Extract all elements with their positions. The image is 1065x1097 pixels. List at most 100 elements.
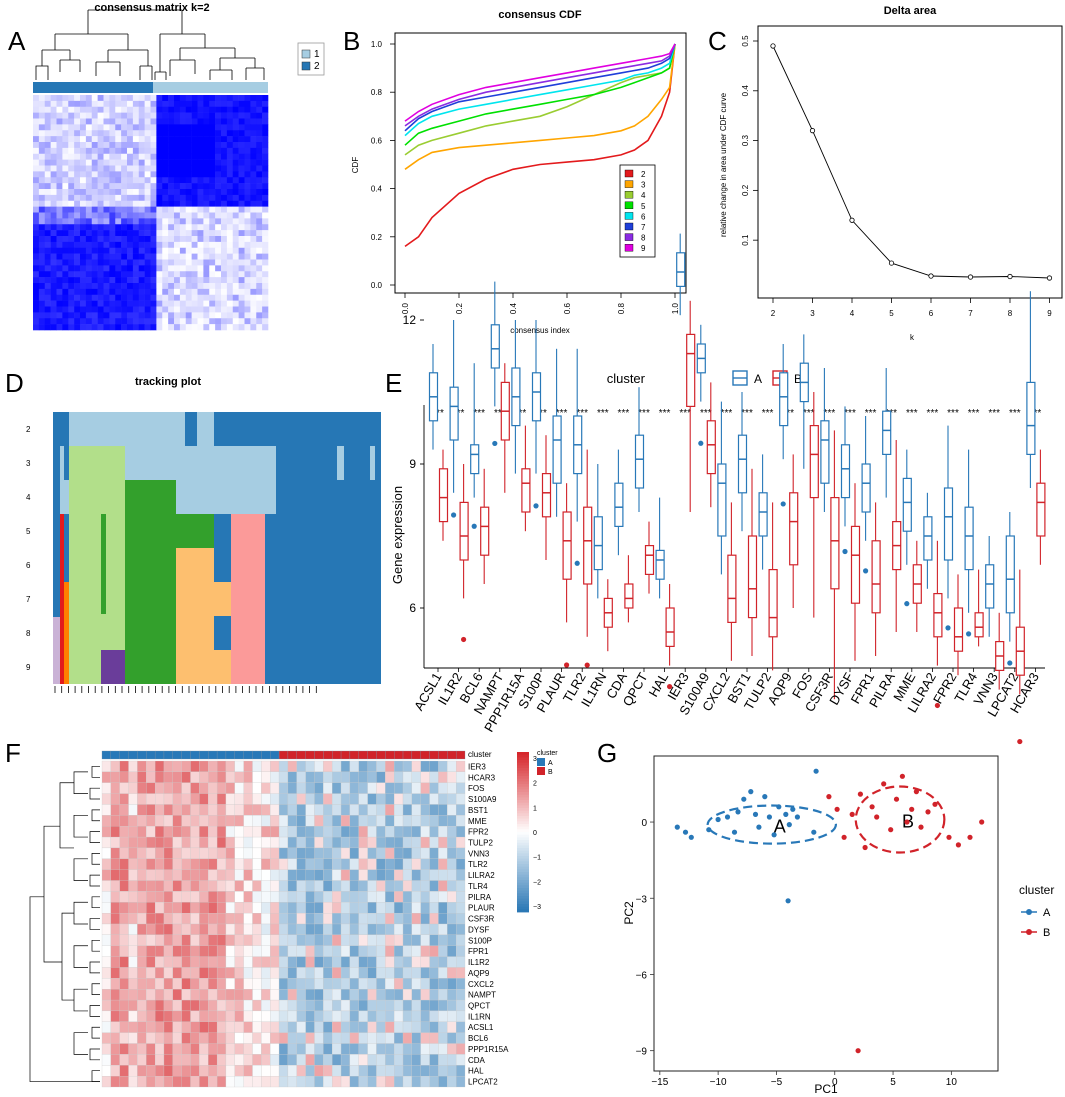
matrix-cell [244, 271, 251, 278]
heatmap-cell [420, 934, 430, 946]
heatmap-cell [172, 934, 182, 946]
heatmap-cell [305, 902, 315, 914]
matrix-cell [62, 312, 69, 319]
heatmap-cell [411, 913, 421, 925]
annotation-cell [199, 750, 209, 760]
matrix-cell [97, 236, 104, 243]
matrix-cell [174, 241, 181, 249]
matrix-cell [203, 300, 210, 307]
matrix-cell [197, 318, 204, 325]
group-bar-2 [33, 82, 153, 93]
matrix-cell [238, 271, 245, 278]
matrix-cell [38, 136, 46, 143]
matrix-cell [232, 294, 239, 301]
matrix-cell [144, 194, 151, 202]
heatmap-cell [172, 1054, 182, 1066]
matrix-cell [150, 200, 157, 207]
matrix-cell [256, 218, 263, 225]
matrix-cell [174, 100, 181, 108]
pca-point-A [766, 814, 773, 820]
heatmap-cell [438, 934, 448, 946]
matrix-cell [191, 159, 198, 166]
box-A [449, 386, 459, 441]
matrix-cell [44, 112, 51, 119]
matrix-cell [91, 306, 98, 313]
heatmap-cell [349, 1076, 359, 1088]
matrix-cell [38, 200, 46, 207]
matrix-cell [232, 106, 239, 113]
color-scale-step [517, 752, 529, 756]
matrix-cell [85, 153, 93, 160]
heatmap-cell [128, 1010, 138, 1022]
matrix-cell [121, 241, 128, 249]
matrix-cell [256, 300, 263, 307]
heatmap-cell [296, 858, 306, 870]
matrix-cell [168, 100, 175, 108]
heatmap-cell [234, 1010, 244, 1022]
heatmap-cell [332, 967, 342, 979]
matrix-cell [150, 153, 157, 160]
heatmap-cell [163, 880, 173, 892]
box-A [470, 444, 480, 475]
heatmap-cell [101, 826, 111, 838]
heatmap-cell [349, 923, 359, 935]
matrix-cell [179, 147, 187, 155]
heatmap-cell [234, 1021, 244, 1033]
matrix-cell [150, 112, 157, 119]
matrix-cell [168, 124, 175, 131]
matrix-cell [250, 106, 257, 113]
matrix-cell [91, 106, 98, 113]
heatmap-cell [376, 760, 386, 772]
heatmap-cell [394, 815, 404, 827]
matrix-cell [33, 312, 40, 319]
heatmap-cell [420, 1043, 430, 1055]
heatmap-cell [252, 836, 262, 849]
heatmap-cell [101, 793, 111, 805]
matrix-cell [56, 230, 63, 237]
matrix-cell [68, 288, 75, 296]
matrix-cell [179, 124, 187, 131]
delta-xtick-label: 6 [929, 309, 934, 318]
heatmap-cell [367, 1010, 377, 1022]
pca-ellipse-A [706, 804, 838, 845]
heatmap-cell [163, 902, 173, 914]
matrix-cell [232, 259, 239, 266]
matrix-cell [121, 324, 128, 331]
heatmap-cell [119, 782, 129, 794]
matrix-cell [250, 118, 257, 125]
matrix-cell [150, 177, 157, 184]
heatmap-cell [447, 858, 457, 870]
heatmap-cell [216, 1032, 227, 1044]
matrix-cell [132, 259, 140, 266]
matrix-cell [127, 106, 134, 113]
matrix-cell [38, 259, 46, 266]
heatmap-gene-label: FOS [468, 784, 484, 793]
matrix-cell [138, 288, 145, 296]
matrix-cell [38, 147, 46, 155]
heatmap-cell [225, 967, 235, 979]
heatmap-cell [252, 1010, 262, 1022]
heatmap-gene-label: HAL [468, 1067, 484, 1076]
matrix-cell [226, 224, 234, 231]
heatmap-cell [110, 902, 120, 914]
track-row-6: 6 [26, 561, 31, 570]
heatmap-cell [101, 989, 111, 1001]
matrix-cell [174, 171, 181, 178]
heatmap-cell [154, 913, 165, 925]
matrix-cell [203, 277, 210, 284]
matrix-cell [191, 300, 198, 307]
heatmap-dendrogram-branch [91, 766, 100, 778]
heatmap-cell [305, 815, 315, 827]
heatmap-cell [287, 913, 297, 925]
matrix-cell [56, 112, 63, 119]
heatmap-cell [208, 945, 218, 957]
matrix-cell [144, 283, 151, 290]
heatmap-cell [340, 1076, 351, 1088]
matrix-cell [156, 142, 163, 149]
matrix-cell [238, 241, 245, 249]
cdf-legend-swatch [624, 212, 634, 220]
heatmap-cell [429, 891, 439, 903]
heatmap-cell [199, 858, 209, 870]
matrix-cell [262, 271, 269, 278]
matrix-cell [179, 171, 187, 178]
